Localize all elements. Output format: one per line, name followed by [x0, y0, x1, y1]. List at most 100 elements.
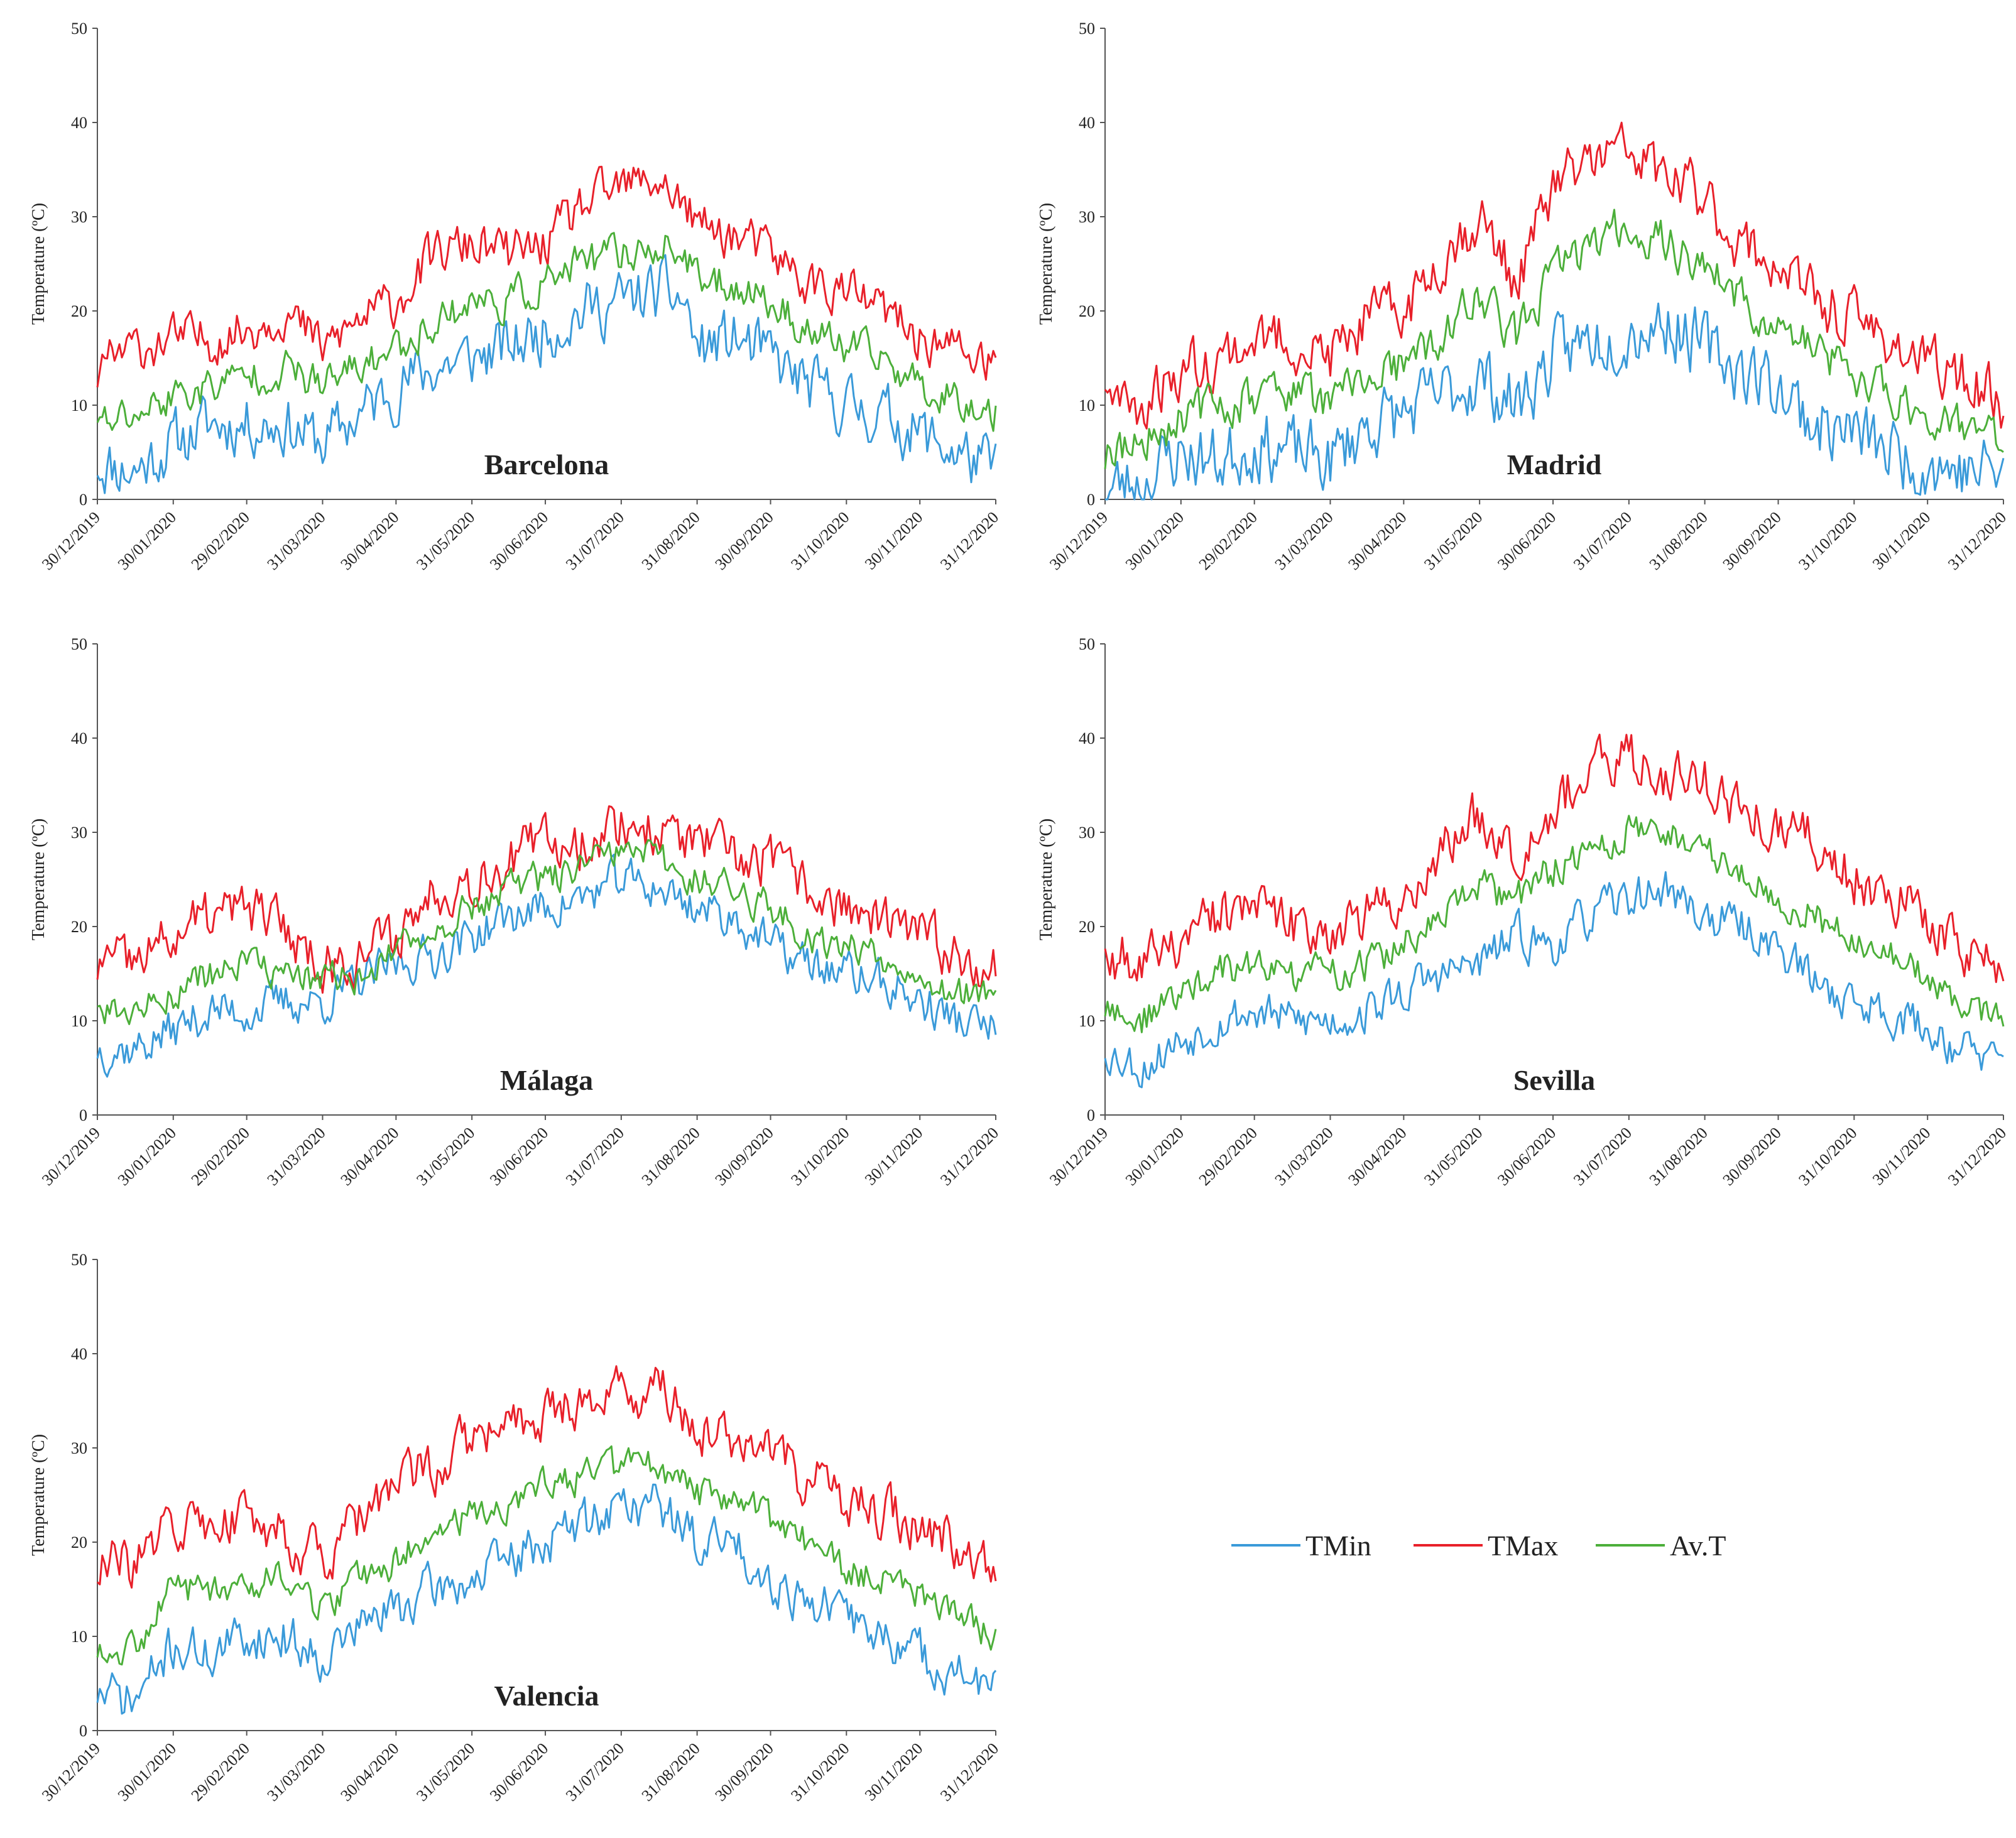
x-tick-label: 30/01/2020	[1122, 1124, 1187, 1189]
y-tick-label: 40	[71, 729, 87, 748]
x-tick-label: 30/06/2020	[1494, 508, 1559, 574]
x-tick-label: 30/06/2020	[486, 508, 552, 574]
x-tick-label: 30/12/2019	[38, 1739, 104, 1805]
legend-tmin-label: TMin	[1305, 1530, 1371, 1562]
y-tick-label: 30	[71, 824, 87, 842]
x-tick-label: 31/07/2020	[562, 508, 628, 574]
y-tick-label: 50	[71, 1251, 87, 1269]
x-tick-label: 30/12/2019	[38, 1124, 104, 1189]
y-tick-label: 50	[1079, 635, 1095, 653]
y-tick-label: 30	[1079, 824, 1095, 842]
y-tick-label: 40	[71, 1345, 87, 1363]
x-tick-label: 30/04/2020	[1344, 1124, 1410, 1189]
city-title: Madrid	[1507, 449, 1602, 481]
y-axis-label: Temperature (ºC)	[1037, 203, 1056, 325]
series-tmax-line	[96, 165, 997, 388]
x-tick-label: 31/08/2020	[1646, 1124, 1711, 1189]
x-tick-label: 31/08/2020	[1646, 508, 1711, 574]
y-tick-label: 0	[1087, 1106, 1095, 1124]
x-tick-label: 31/07/2020	[562, 1124, 628, 1189]
series-tmin-line	[96, 1483, 997, 1715]
chart-madrid: 0 10 20 30 40 50 30/12/2019 30/01/2020 29/02/202…	[1037, 19, 2010, 574]
x-tick-label: 31/07/2020	[1570, 508, 1635, 574]
x-tick-label: 31/03/2020	[263, 1124, 329, 1189]
x-tick-label: 29/02/2020	[188, 1739, 253, 1805]
series-avt-line	[1104, 815, 2005, 1033]
series-avt-line	[1104, 209, 2004, 469]
series-tmin-line	[1104, 871, 2004, 1089]
legend: TMin TMax Av.T	[1231, 1530, 1726, 1562]
chart-barcelona: 0 10 20 30 40 50 30/12/2019 30/01/2020 29/02/202…	[29, 19, 1002, 574]
x-tick-label: 31/03/2020	[263, 1739, 329, 1805]
y-tick-label: 40	[71, 114, 87, 132]
series-tmax-line	[96, 805, 997, 994]
chart-valencia: 0 10 20 30 40 50 30/12/2019 30/01/2020 29/02/202…	[29, 1251, 1002, 1805]
y-tick-label: 40	[1079, 114, 1095, 132]
y-tick-label: 20	[71, 302, 87, 320]
y-tick-label: 0	[79, 1106, 87, 1124]
series-tmax-line	[1104, 121, 2005, 430]
x-tick-label: 31/08/2020	[638, 1124, 704, 1189]
x-tick-label: 30/12/2019	[1046, 1124, 1111, 1189]
x-tick-label: 31/10/2020	[787, 508, 853, 574]
series-avt-line	[96, 1445, 997, 1666]
x-tick-label: 31/05/2020	[413, 508, 478, 574]
x-tick-label: 31/03/2020	[1271, 1124, 1336, 1189]
x-tick-label: 30/11/2020	[1869, 1124, 1934, 1189]
x-tick-label: 30/09/2020	[1719, 1124, 1785, 1189]
x-tick-label: 30/04/2020	[337, 1739, 402, 1805]
x-tick-label: 30/09/2020	[712, 508, 777, 574]
x-tick-label: 30/12/2019	[1046, 508, 1111, 574]
x-tick-label: 30/01/2020	[114, 1739, 180, 1805]
y-tick-label: 20	[71, 918, 87, 936]
x-tick-label: 31/12/2020	[937, 1739, 1002, 1805]
x-tick-label: 29/02/2020	[188, 1124, 253, 1189]
x-tick-label: 29/02/2020	[188, 508, 253, 574]
y-tick-label: 0	[1087, 491, 1095, 509]
x-tick-label: 30/12/2019	[38, 508, 104, 574]
y-tick-label: 0	[79, 1722, 87, 1740]
x-tick-label: 29/02/2020	[1196, 1124, 1261, 1189]
x-tick-label: 31/07/2020	[562, 1739, 628, 1805]
city-title: Málaga	[500, 1064, 593, 1096]
series-avt-line	[97, 839, 997, 1025]
y-tick-label: 10	[1079, 1012, 1095, 1030]
x-tick-label: 29/02/2020	[1196, 508, 1261, 574]
x-tick-label: 30/11/2020	[861, 508, 927, 574]
city-title: Barcelona	[484, 449, 609, 481]
y-tick-label: 50	[71, 19, 87, 38]
y-tick-label: 10	[71, 396, 87, 415]
y-tick-label: 30	[1079, 208, 1095, 226]
y-tick-label: 40	[1079, 729, 1095, 748]
x-tick-label: 31/08/2020	[638, 1739, 704, 1805]
x-tick-label: 30/06/2020	[1494, 1124, 1559, 1189]
x-tick-label: 30/11/2020	[861, 1124, 927, 1189]
x-tick-label: 30/01/2020	[1122, 508, 1187, 574]
city-title: Sevilla	[1513, 1064, 1595, 1096]
x-tick-label: 31/07/2020	[1570, 1124, 1635, 1189]
x-tick-label: 31/03/2020	[263, 508, 329, 574]
y-tick-label: 20	[1079, 302, 1095, 320]
x-tick-label: 31/03/2020	[1271, 508, 1336, 574]
x-tick-label: 30/01/2020	[114, 508, 180, 574]
x-tick-label: 30/11/2020	[1869, 508, 1934, 574]
y-tick-label: 30	[71, 1439, 87, 1457]
y-axis-label: Temperature (ºC)	[29, 1434, 48, 1556]
x-tick-label: 31/05/2020	[1420, 1124, 1486, 1189]
y-tick-label: 10	[71, 1628, 87, 1646]
series-tmax-line	[1104, 733, 2005, 983]
series-tmin-line	[96, 254, 997, 494]
x-tick-label: 31/10/2020	[787, 1124, 853, 1189]
x-tick-label: 31/12/2020	[1944, 1124, 2010, 1189]
x-tick-label: 31/05/2020	[413, 1739, 478, 1805]
x-tick-label: 30/09/2020	[712, 1739, 777, 1805]
legend-tmax-label: TMax	[1488, 1530, 1558, 1562]
legend-avt-label: Av.T	[1670, 1530, 1726, 1562]
x-tick-label: 31/12/2020	[937, 1124, 1002, 1189]
x-tick-label: 30/06/2020	[486, 1739, 552, 1805]
x-tick-label: 30/06/2020	[486, 1124, 552, 1189]
x-tick-label: 30/04/2020	[337, 508, 402, 574]
chart-sevilla: 0 10 20 30 40 50 30/12/2019 30/01/2020 29/02/202…	[1037, 635, 2010, 1189]
y-tick-label: 20	[1079, 918, 1095, 936]
